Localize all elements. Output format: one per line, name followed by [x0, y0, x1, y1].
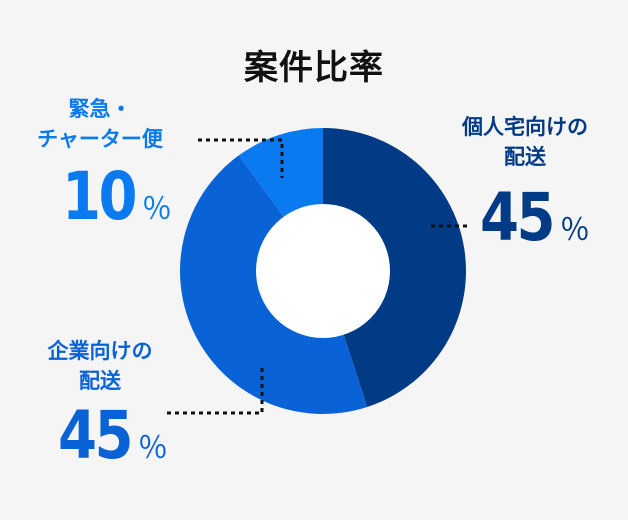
value-individual-number: 45	[480, 179, 556, 256]
value-individual: 45 ％	[480, 185, 590, 251]
leader-line-urgent	[198, 138, 284, 178]
label-corporate-line2: 配送	[79, 369, 121, 393]
label-urgent-line1: 緊急・	[68, 97, 132, 121]
value-individual-unit: ％	[559, 213, 590, 248]
value-corporate-unit: ％	[137, 431, 168, 466]
slice-individual	[323, 128, 466, 408]
value-urgent-number: 10	[62, 158, 138, 235]
label-individual-line2: 配送	[504, 145, 546, 169]
value-urgent-unit: ％	[141, 192, 172, 227]
value-corporate: 45 ％	[58, 403, 168, 469]
label-corporate-line1: 企業向けの	[47, 339, 153, 363]
label-individual-line1: 個人宅向けの	[462, 115, 588, 139]
donut-hole	[256, 204, 390, 338]
label-individual: 個人宅向けの 配送	[440, 112, 610, 172]
label-urgent-line2: チャーター便	[37, 127, 163, 151]
chart-title: 案件比率	[244, 48, 384, 88]
value-corporate-number: 45	[58, 397, 134, 474]
label-corporate: 企業向けの 配送	[25, 336, 175, 396]
label-urgent: 緊急・ チャーター便	[10, 94, 190, 154]
value-urgent: 10 ％	[62, 164, 172, 230]
